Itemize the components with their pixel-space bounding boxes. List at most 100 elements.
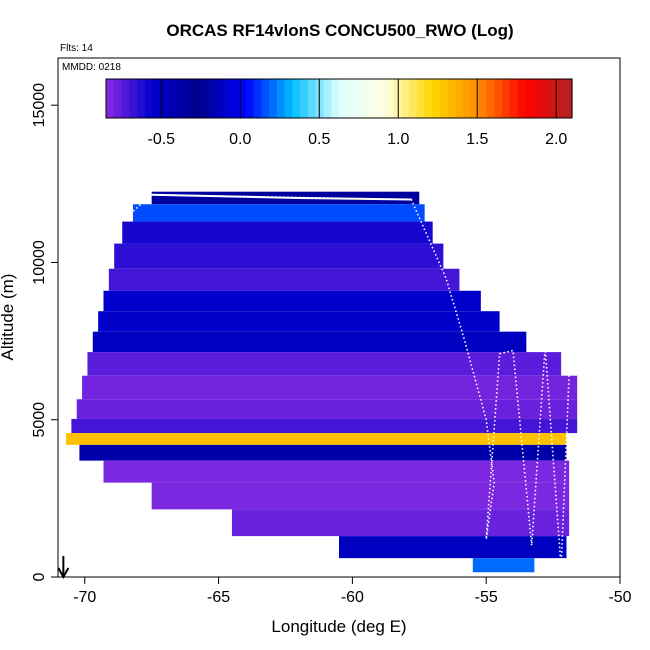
colorbar-swatch bbox=[509, 79, 519, 118]
colorbar-swatch bbox=[385, 79, 394, 118]
colorbar-swatch bbox=[439, 79, 449, 118]
heatmap-cell bbox=[103, 290, 481, 312]
colorbar-swatch bbox=[183, 79, 193, 118]
colorbar: -0.5 0.0 0.5 1.0 1.5 2.0 bbox=[105, 78, 573, 148]
colorbar-swatch bbox=[269, 79, 278, 118]
arrow-head bbox=[57, 567, 70, 580]
colorbar-swatch bbox=[339, 79, 348, 118]
y-tick-label: 5000 bbox=[31, 402, 48, 438]
colorbar-swatch bbox=[238, 79, 247, 118]
chart-title: ORCAS RF14vlonS CONCU500_RWO (Log) bbox=[166, 21, 513, 40]
colorbar-swatch bbox=[346, 79, 356, 118]
x-axis: -70 -65 -60 -55 -50 bbox=[73, 576, 632, 606]
colorbar-swatch bbox=[160, 79, 169, 118]
y-tick-label: 10000 bbox=[31, 240, 48, 285]
colorbar-swatch bbox=[331, 79, 340, 118]
colorbar-swatch bbox=[556, 79, 565, 118]
colorbar-tick-label: 2.0 bbox=[545, 131, 567, 148]
x-tick-label: -60 bbox=[341, 589, 364, 606]
heatmap-cell bbox=[98, 311, 500, 332]
colorbar-swatch bbox=[494, 79, 503, 118]
heatmap-cell bbox=[103, 460, 570, 483]
y-axis: 0 5000 10000 15000 bbox=[31, 83, 59, 581]
colorbar-swatch bbox=[564, 79, 573, 118]
flight-track-solid bbox=[151, 193, 412, 201]
heatmap-cell bbox=[92, 331, 527, 353]
colorbar-swatch bbox=[447, 79, 457, 118]
colorbar-swatch bbox=[463, 79, 472, 118]
colorbar-swatch bbox=[354, 79, 363, 118]
heatmap-cell bbox=[339, 536, 567, 559]
colorbar-swatch bbox=[323, 79, 332, 118]
colorbar-swatch bbox=[222, 79, 231, 118]
colorbar-swatch bbox=[113, 79, 123, 118]
colorbar-swatch bbox=[230, 79, 239, 118]
heatmap-cell bbox=[79, 444, 567, 461]
colorbar-swatch bbox=[533, 79, 542, 118]
heatmap-cell bbox=[151, 482, 570, 510]
colorbar-swatch bbox=[168, 79, 177, 118]
heatmap-cell bbox=[472, 558, 535, 573]
heatmap-cell bbox=[132, 204, 425, 222]
colorbar-swatch bbox=[206, 79, 216, 118]
heatmap-cell bbox=[66, 433, 567, 445]
colorbar-swatch bbox=[486, 79, 495, 118]
colorbar-swatch bbox=[393, 79, 402, 118]
flights-label: Flts: 14 bbox=[60, 43, 93, 54]
colorbar-swatch bbox=[315, 79, 325, 118]
colorbar-swatch bbox=[106, 79, 115, 118]
colorbar-tick-label: -0.5 bbox=[147, 131, 175, 148]
colorbar-swatch bbox=[300, 79, 309, 118]
colorbar-swatch bbox=[284, 79, 293, 118]
colorbar-swatch bbox=[199, 79, 208, 118]
colorbar-swatch bbox=[191, 79, 200, 118]
colorbar-swatch bbox=[261, 79, 270, 118]
colorbar-swatch bbox=[377, 79, 387, 118]
colorbar-swatch bbox=[471, 79, 480, 118]
colorbar-swatch bbox=[432, 79, 441, 118]
colorbar-swatch bbox=[517, 79, 526, 118]
down-arrow-icon bbox=[57, 556, 70, 580]
colorbar-swatch bbox=[121, 79, 130, 118]
colorbar-swatch bbox=[455, 79, 464, 118]
x-tick-label: -50 bbox=[608, 589, 631, 606]
y-axis-label: Altitude (m) bbox=[0, 274, 17, 361]
heatmap-cell bbox=[82, 375, 578, 400]
colorbar-swatch bbox=[548, 79, 558, 118]
x-tick-label: -55 bbox=[475, 589, 498, 606]
colorbar-swatch bbox=[502, 79, 511, 118]
heatmap-cell bbox=[87, 352, 562, 376]
colorbar-swatch bbox=[424, 79, 433, 118]
colorbar-swatch bbox=[152, 79, 161, 118]
colorbar-swatch bbox=[401, 79, 410, 118]
colorbar-swatch bbox=[214, 79, 224, 118]
colorbar-swatch bbox=[175, 79, 185, 118]
colorbar-swatch bbox=[540, 79, 550, 118]
colorbar-swatch bbox=[129, 79, 138, 118]
colorbar-tick-label: 0.5 bbox=[308, 131, 330, 148]
x-tick-label: -65 bbox=[207, 589, 230, 606]
y-tick-label: 15000 bbox=[31, 83, 48, 128]
x-tick-label: -70 bbox=[73, 589, 96, 606]
colorbar-swatch bbox=[416, 79, 426, 118]
date-label: MMDD: 0218 bbox=[62, 62, 121, 73]
colorbar-swatch bbox=[137, 79, 146, 118]
colorbar-swatch bbox=[408, 79, 418, 118]
heatmap-cell bbox=[71, 418, 578, 434]
colorbar-frame bbox=[105, 78, 573, 119]
y-tick-label: 0 bbox=[31, 572, 48, 581]
heatmap-cell bbox=[122, 221, 433, 244]
colorbar-swatch bbox=[276, 79, 286, 118]
heatmap-cell bbox=[231, 509, 570, 537]
colorbar-swatch bbox=[144, 79, 154, 118]
heatmap-cell bbox=[76, 399, 578, 419]
colorbar-swatch bbox=[253, 79, 262, 118]
flight-track bbox=[129, 193, 570, 568]
x-axis-label: Longitude (deg E) bbox=[271, 617, 406, 636]
heatmap-cells bbox=[66, 191, 578, 573]
colorbar-swatch bbox=[370, 79, 379, 118]
flight-track-dotted bbox=[129, 193, 570, 568]
colorbar-swatch bbox=[307, 79, 317, 118]
colorbar-tick-label: 0.0 bbox=[229, 131, 251, 148]
